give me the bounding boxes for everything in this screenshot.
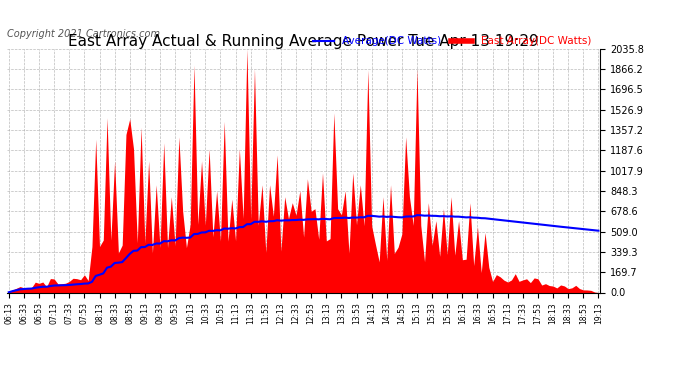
Text: Copyright 2021 Cartronics.com: Copyright 2021 Cartronics.com: [7, 29, 160, 39]
Legend: Average(DC Watts), East Array(DC Watts): Average(DC Watts), East Array(DC Watts): [308, 32, 595, 50]
Title: East Array Actual & Running Average Power Tue Apr 13 19:29: East Array Actual & Running Average Powe…: [68, 34, 539, 49]
